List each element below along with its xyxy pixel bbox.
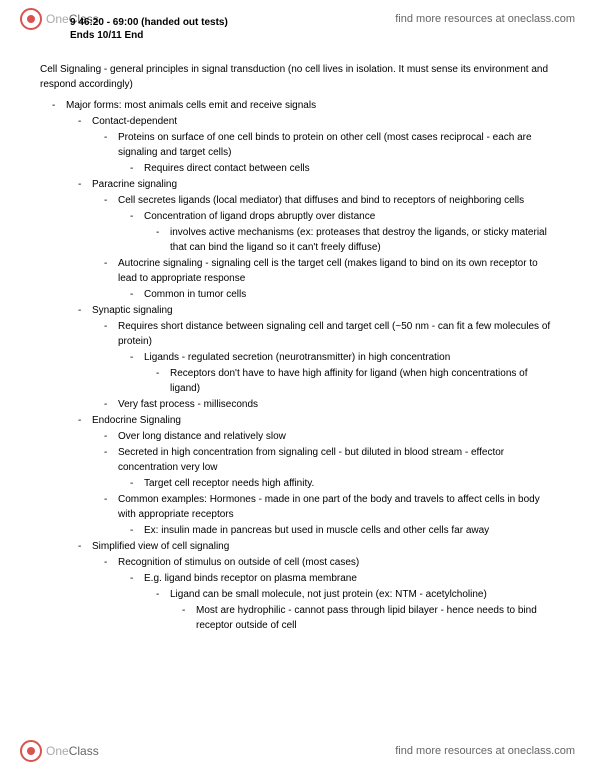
logo-icon xyxy=(20,8,42,30)
simplified-hydrophilic: Most are hydrophilic - cannot pass throu… xyxy=(196,603,555,633)
synaptic-heading: Synaptic signaling xyxy=(92,303,555,318)
synaptic-ligands: Ligands - regulated secretion (neurotran… xyxy=(144,350,555,365)
contact-dependent-heading: Contact-dependent xyxy=(92,114,555,129)
document-body: Cell Signaling - general principles in s… xyxy=(0,62,595,674)
contact-dep-req: Requires direct contact between cells xyxy=(144,161,555,176)
contact-dep-detail: Proteins on surface of one cell binds to… xyxy=(118,130,555,160)
simplified-recognition: Recognition of stimulus on outside of ce… xyxy=(118,555,555,570)
synaptic-receptors: Receptors don't have to have high affini… xyxy=(170,366,555,396)
paracrine-mech: involves active mechanisms (ex: protease… xyxy=(170,225,555,255)
paracrine-conc: Concentration of ligand drops abruptly o… xyxy=(144,209,555,224)
page-footer: OneClass find more resources at oneclass… xyxy=(0,732,595,770)
footer-logo-one: One xyxy=(46,744,69,758)
simplified-heading: Simplified view of cell signaling xyxy=(92,539,555,554)
resources-link[interactable]: find more resources at oneclass.com xyxy=(395,13,575,25)
endocrine-heading: Endocrine Signaling xyxy=(92,413,555,428)
endocrine-secreted: Secreted in high concentration from sign… xyxy=(118,445,555,475)
endocrine-affinity: Target cell receptor needs high affinity… xyxy=(144,476,555,491)
endocrine-examples: Common examples: Hormones - made in one … xyxy=(118,492,555,522)
footer-logo-class: Class xyxy=(69,744,99,758)
doc-title: Cell Signaling - general principles in s… xyxy=(40,62,555,92)
footer-logo: OneClass xyxy=(20,740,99,762)
autocrine: Autocrine signaling - signaling cell is … xyxy=(118,256,555,286)
endocrine-distance: Over long distance and relatively slow xyxy=(118,429,555,444)
simplified-eg: E.g. ligand binds receptor on plasma mem… xyxy=(144,571,555,586)
footer-resources-link[interactable]: find more resources at oneclass.com xyxy=(395,745,575,757)
paracrine-detail-1: Cell secretes ligands (local mediator) t… xyxy=(118,193,555,208)
simplified-ligand-small: Ligand can be small molecule, not just p… xyxy=(170,587,555,602)
endocrine-insulin: Ex: insulin made in pancreas but used in… xyxy=(144,523,555,538)
synaptic-speed: Very fast process - milliseconds xyxy=(118,397,555,412)
synaptic-distance: Requires short distance between signalin… xyxy=(118,319,555,349)
footer-logo-icon xyxy=(20,740,42,762)
autocrine-tumor: Common in tumor cells xyxy=(144,287,555,302)
note-line-2: Ends 10/11 End xyxy=(70,29,595,42)
major-forms: Major forms: most animals cells emit and… xyxy=(66,98,555,113)
paracrine-heading: Paracrine signaling xyxy=(92,177,555,192)
logo-text-one: One xyxy=(46,12,69,26)
